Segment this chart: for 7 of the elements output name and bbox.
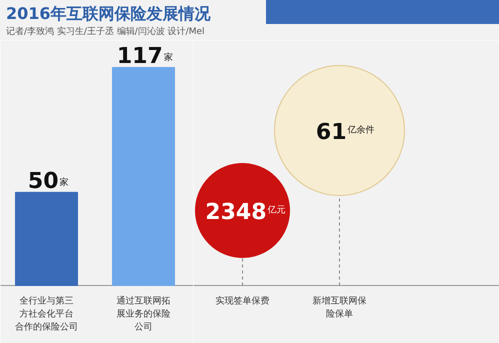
x-tick-label: 通过互联网拓展业务的保险公司 (116, 295, 170, 332)
category-label: 实现签单保费 (216, 295, 270, 306)
x-tick-label: 全行业与第三方社会化平台合作的保险公司 (15, 295, 78, 332)
category-label: 新增互联网保险保单 (312, 295, 366, 320)
chart-subtitle: 记者/李致鸿 实习生/王子丞 编辑/闫沁波 设计/Mel (6, 26, 205, 39)
chart-title: 2016年互联网保险发展情况 (6, 3, 211, 25)
data-label: 50家 (28, 169, 68, 194)
